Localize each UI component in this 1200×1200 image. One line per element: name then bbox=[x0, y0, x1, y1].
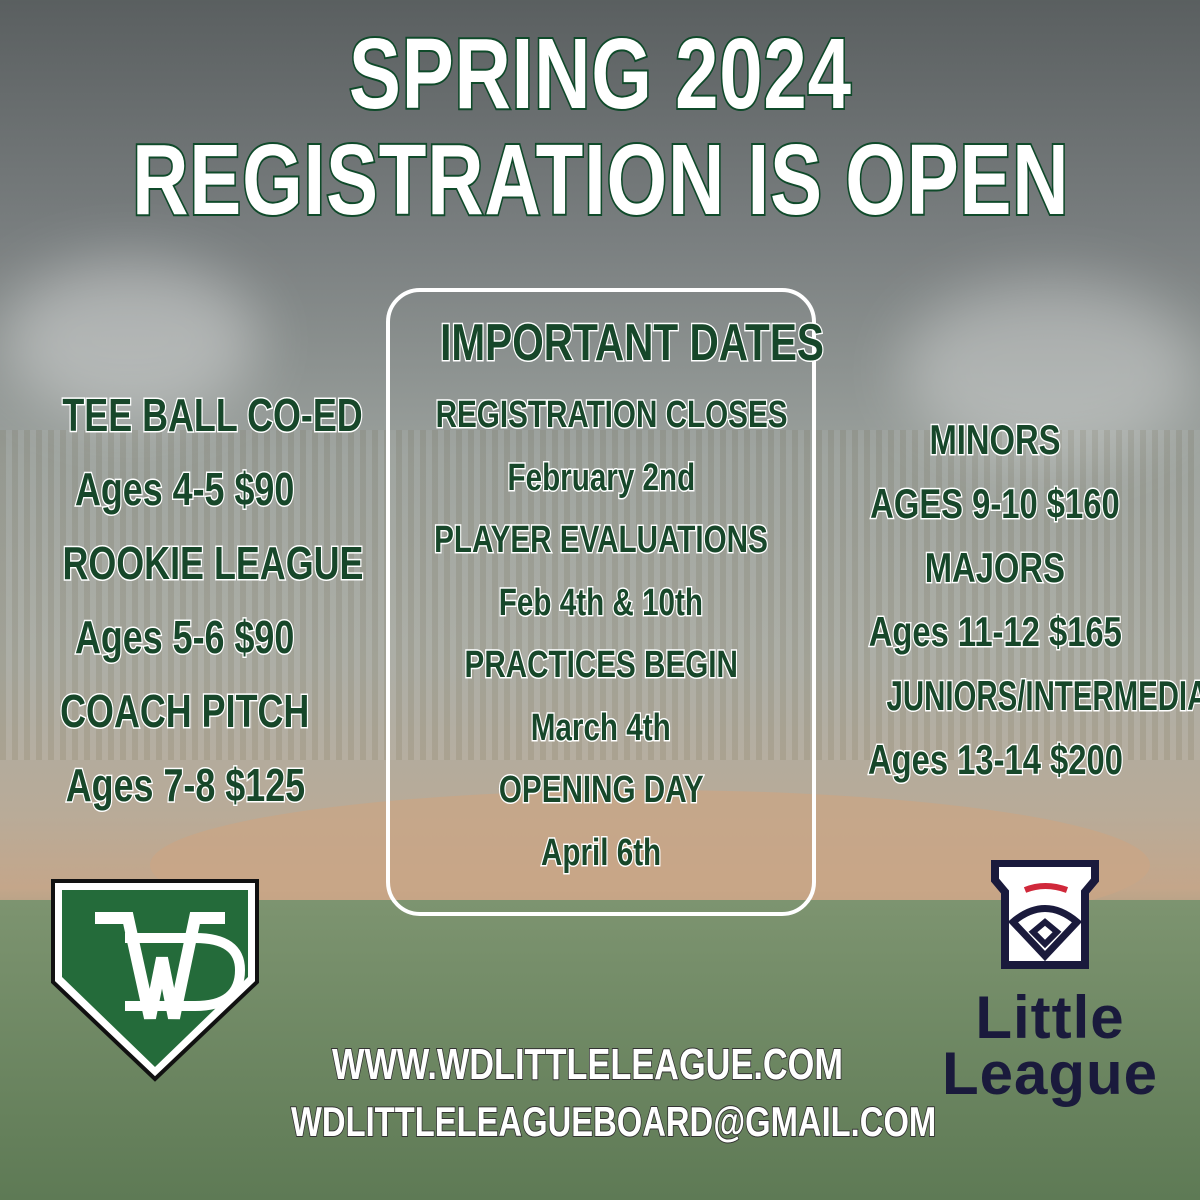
date-value: February 2nd bbox=[506, 455, 696, 500]
keystone-icon bbox=[991, 859, 1099, 969]
left-divisions: TEE BALL CO-ED Ages 4-5 $90 ROOKIE LEAGU… bbox=[20, 378, 364, 822]
wd-logo bbox=[51, 879, 259, 1082]
division-name: TEE BALL CO-ED bbox=[61, 388, 364, 443]
headline: SPRING 2024 REGISTRATION IS OPEN bbox=[0, 18, 1200, 236]
email-link[interactable]: WDLITTLELEAGUEBOARD@GMAIL.COM bbox=[200, 1097, 1000, 1146]
division-details: Ages 4-5 $90 bbox=[74, 462, 296, 517]
date-label: OPENING DAY bbox=[497, 768, 704, 813]
email-text: WDLITTLELEAGUEBOARD@GMAIL.COM bbox=[290, 1097, 937, 1146]
division-details: Ages 11-12 $165 bbox=[867, 607, 1123, 657]
division-name: MAJORS bbox=[924, 543, 1067, 593]
wordmark-line2: League bbox=[941, 1040, 1159, 1107]
little-league-logo: Little League bbox=[915, 859, 1185, 1110]
stadium-light bbox=[0, 260, 260, 420]
crowd bbox=[0, 430, 1200, 760]
website-link[interactable]: WWW.WDLITTLELEAGUE.COM bbox=[260, 1039, 900, 1090]
division-details: Ages 13-14 $200 bbox=[866, 735, 1123, 785]
little-league-wordmark: Little League bbox=[915, 984, 1185, 1107]
date-label: REGISTRATION CLOSES bbox=[434, 393, 788, 438]
stadium-light bbox=[900, 280, 1200, 460]
wordmark-line1: Little bbox=[975, 984, 1125, 1051]
date-value: Feb 4th & 10th bbox=[498, 580, 705, 625]
date-value: March 4th bbox=[530, 705, 672, 750]
important-dates-box bbox=[386, 288, 816, 916]
date-value: April 6th bbox=[540, 830, 663, 875]
important-dates-heading: IMPORTANT DATES bbox=[439, 313, 825, 374]
date-label: PLAYER EVALUATIONS bbox=[433, 518, 769, 563]
division-name: COACH PITCH bbox=[59, 684, 311, 739]
headline-line2: REGISTRATION IS OPEN bbox=[131, 124, 1071, 236]
division-details: Ages 5-6 $90 bbox=[74, 610, 296, 665]
division-details: Ages 7-8 $125 bbox=[64, 758, 306, 813]
important-dates: IMPORTANT DATES REGISTRATION CLOSES Febr… bbox=[386, 310, 825, 884]
headline-line1: SPRING 2024 bbox=[347, 18, 852, 130]
division-name: MINORS bbox=[928, 415, 1061, 465]
division-name: ROOKIE LEAGUE bbox=[61, 536, 364, 591]
website-text: WWW.WDLITTLELEAGUE.COM bbox=[331, 1039, 843, 1090]
right-divisions: MINORS AGES 9-10 $160 MAJORS Ages 11-12 … bbox=[810, 408, 1200, 792]
division-name: JUNIORS/INTERMEDIATE bbox=[885, 671, 1200, 721]
date-label: PRACTICES BEGIN bbox=[463, 643, 739, 688]
division-details: AGES 9-10 $160 bbox=[869, 479, 1121, 529]
